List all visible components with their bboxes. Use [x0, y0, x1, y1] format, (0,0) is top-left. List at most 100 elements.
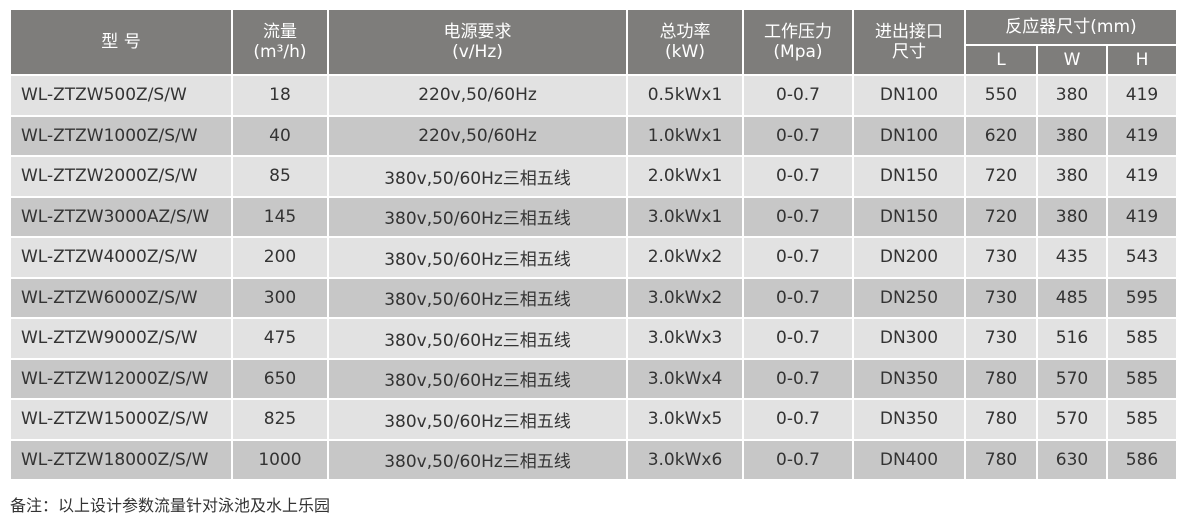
- cell-pressure: 0-0.7: [744, 197, 852, 236]
- cell-height: 419: [1108, 197, 1176, 236]
- table-body: WL-ZTZW500Z/S/W 18 220v,50/60Hz 0.5kWx1 0-0.…: [11, 76, 1176, 479]
- cell-power-req: 380v,50/60Hz三相五线: [329, 400, 626, 439]
- cell-port: DN350: [854, 400, 964, 439]
- header-L: L: [966, 46, 1036, 74]
- cell-port: DN300: [854, 319, 964, 358]
- cell-total-power: 2.0kWx1: [628, 157, 742, 196]
- header-power-req-unit: (v/Hz): [452, 42, 503, 62]
- header-total-power-unit: (kW): [665, 42, 705, 62]
- cell-pressure: 0-0.7: [744, 116, 852, 155]
- cell-power-req: 220v,50/60Hz: [329, 116, 626, 155]
- header-H: H: [1108, 46, 1176, 74]
- cell-power-req: 380v,50/60Hz三相五线: [329, 319, 626, 358]
- table-row: WL-ZTZW4000Z/S/W 200 380v,50/60Hz三相五线 2.0kW…: [11, 238, 1176, 277]
- cell-total-power: 2.0kWx2: [628, 238, 742, 277]
- cell-flow: 1000: [233, 440, 327, 479]
- cell-width: 380: [1038, 157, 1106, 196]
- header-power-req: 电源要求 (v/Hz): [329, 10, 626, 74]
- cell-flow: 300: [233, 278, 327, 317]
- table-row: WL-ZTZW500Z/S/W 18 220v,50/60Hz 0.5kWx1 0-0.…: [11, 76, 1176, 115]
- cell-power-req: 380v,50/60Hz三相五线: [329, 359, 626, 398]
- table-row: WL-ZTZW18000Z/S/W 1000 380v,50/60Hz三相五线 3.0…: [11, 440, 1176, 479]
- cell-pressure: 0-0.7: [744, 76, 852, 115]
- cell-pressure: 0-0.7: [744, 319, 852, 358]
- cell-width: 380: [1038, 197, 1106, 236]
- cell-total-power: 3.0kWx2: [628, 278, 742, 317]
- header-port-label: 进出接口: [875, 22, 943, 42]
- header-flow-unit: (m³/h): [253, 42, 307, 62]
- table-row: WL-ZTZW12000Z/S/W 650 380v,50/60Hz三相五线 3.0k…: [11, 359, 1176, 398]
- table-row: WL-ZTZW2000Z/S/W 85 380v,50/60Hz三相五线 2.0kWx…: [11, 157, 1176, 196]
- cell-flow: 40: [233, 116, 327, 155]
- cell-flow: 200: [233, 238, 327, 277]
- cell-model: WL-ZTZW4000Z/S/W: [11, 238, 231, 277]
- table-row: WL-ZTZW1000Z/S/W 40 220v,50/60Hz 1.0kWx1 0-0…: [11, 116, 1176, 155]
- cell-length: 730: [966, 238, 1036, 277]
- cell-port: DN100: [854, 116, 964, 155]
- cell-width: 485: [1038, 278, 1106, 317]
- header-reactor: 反应器尺寸(mm): [966, 10, 1176, 44]
- cell-port: DN100: [854, 76, 964, 115]
- cell-model: WL-ZTZW6000Z/S/W: [11, 278, 231, 317]
- cell-width: 435: [1038, 238, 1106, 277]
- cell-length: 780: [966, 359, 1036, 398]
- cell-height: 543: [1108, 238, 1176, 277]
- cell-flow: 650: [233, 359, 327, 398]
- cell-model: WL-ZTZW18000Z/S/W: [11, 440, 231, 479]
- header-flow: 流量 (m³/h): [233, 10, 327, 74]
- cell-flow: 85: [233, 157, 327, 196]
- cell-total-power: 3.0kWx1: [628, 197, 742, 236]
- cell-model: WL-ZTZW15000Z/S/W: [11, 400, 231, 439]
- cell-width: 380: [1038, 76, 1106, 115]
- cell-pressure: 0-0.7: [744, 278, 852, 317]
- cell-power-req: 380v,50/60Hz三相五线: [329, 157, 626, 196]
- cell-power-req: 220v,50/60Hz: [329, 76, 626, 115]
- header-total-power-label: 总功率: [659, 22, 711, 42]
- cell-width: 516: [1038, 319, 1106, 358]
- cell-total-power: 3.0kWx5: [628, 400, 742, 439]
- cell-flow: 145: [233, 197, 327, 236]
- cell-port: DN200: [854, 238, 964, 277]
- header-port-unit: 尺寸: [892, 42, 926, 62]
- cell-height: 419: [1108, 76, 1176, 115]
- cell-port: DN400: [854, 440, 964, 479]
- cell-model: WL-ZTZW9000Z/S/W: [11, 319, 231, 358]
- cell-total-power: 3.0kWx4: [628, 359, 742, 398]
- cell-pressure: 0-0.7: [744, 440, 852, 479]
- cell-pressure: 0-0.7: [744, 400, 852, 439]
- cell-model: WL-ZTZW12000Z/S/W: [11, 359, 231, 398]
- header-model: 型 号: [11, 10, 231, 74]
- cell-width: 630: [1038, 440, 1106, 479]
- cell-length: 780: [966, 400, 1036, 439]
- cell-power-req: 380v,50/60Hz三相五线: [329, 238, 626, 277]
- cell-total-power: 0.5kWx1: [628, 76, 742, 115]
- cell-height: 595: [1108, 278, 1176, 317]
- cell-model: WL-ZTZW500Z/S/W: [11, 76, 231, 115]
- cell-flow: 475: [233, 319, 327, 358]
- header-total-power: 总功率 (kW): [628, 10, 742, 74]
- cell-port: DN150: [854, 157, 964, 196]
- cell-length: 720: [966, 157, 1036, 196]
- header-flow-label: 流量: [263, 22, 297, 42]
- table-row: WL-ZTZW15000Z/S/W 825 380v,50/60Hz三相五线 3.0k…: [11, 400, 1176, 439]
- cell-total-power: 1.0kWx1: [628, 116, 742, 155]
- header-W: W: [1038, 46, 1106, 74]
- cell-model: WL-ZTZW3000AZ/S/W: [11, 197, 231, 236]
- cell-flow: 18: [233, 76, 327, 115]
- cell-height: 586: [1108, 440, 1176, 479]
- cell-width: 570: [1038, 400, 1106, 439]
- table-row: WL-ZTZW3000AZ/S/W 145 380v,50/60Hz三相五线 3.0k…: [11, 197, 1176, 236]
- cell-port: DN350: [854, 359, 964, 398]
- cell-model: WL-ZTZW2000Z/S/W: [11, 157, 231, 196]
- cell-length: 730: [966, 278, 1036, 317]
- cell-pressure: 0-0.7: [744, 157, 852, 196]
- table-row: WL-ZTZW9000Z/S/W 475 380v,50/60Hz三相五线 3.0kW…: [11, 319, 1176, 358]
- cell-flow: 825: [233, 400, 327, 439]
- header-pressure-label: 工作压力: [764, 22, 832, 42]
- cell-height: 585: [1108, 319, 1176, 358]
- cell-port: DN250: [854, 278, 964, 317]
- cell-model: WL-ZTZW1000Z/S/W: [11, 116, 231, 155]
- cell-length: 720: [966, 197, 1036, 236]
- cell-power-req: 380v,50/60Hz三相五线: [329, 197, 626, 236]
- cell-height: 585: [1108, 359, 1176, 398]
